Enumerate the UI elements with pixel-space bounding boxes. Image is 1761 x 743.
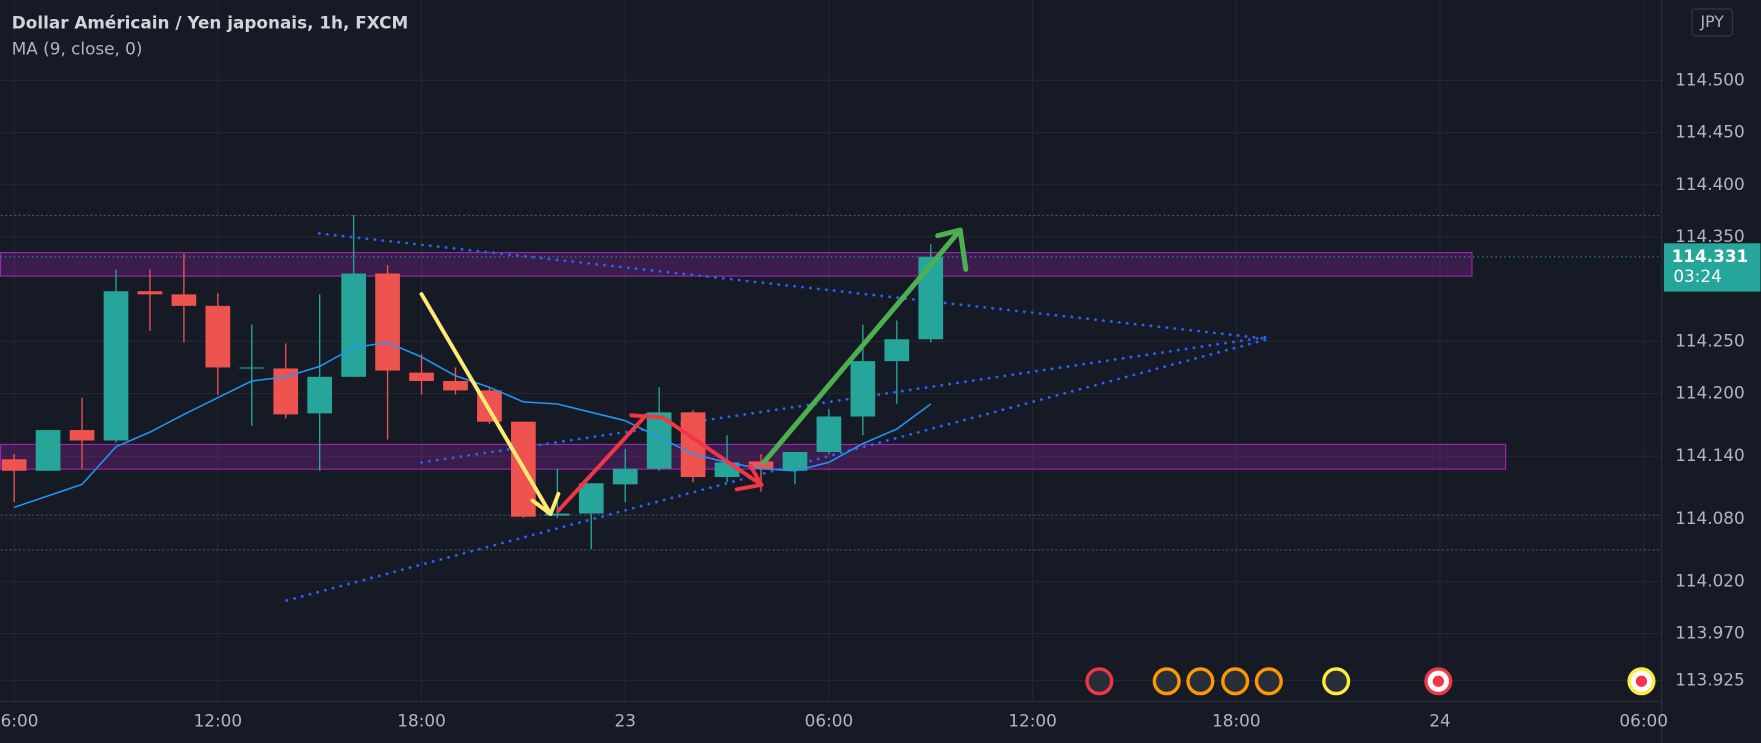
x-tick-label: 06:00: [0, 711, 38, 731]
countdown-label: 03:24: [1673, 266, 1722, 286]
candle-body: [69, 430, 95, 441]
candle-body: [137, 291, 163, 295]
candle-body: [816, 416, 842, 452]
x-tick-label: 12:00: [1008, 711, 1056, 731]
trend-line: [317, 232, 1271, 341]
candle-body: [578, 483, 604, 514]
candle-body: [35, 430, 61, 471]
candle-body: [239, 367, 265, 369]
y-tick-label: 114.250: [1675, 330, 1745, 350]
candle-body: [544, 513, 570, 516]
x-tick-label: 23: [615, 711, 636, 731]
candle-body: [273, 368, 299, 415]
candle-body: [884, 339, 910, 362]
y-tick-label: 114.020: [1675, 570, 1745, 590]
y-tick-label: 114.400: [1675, 174, 1745, 194]
indicator-legend: MA (9, close, 0): [12, 38, 143, 58]
candle-body: [748, 461, 774, 469]
event-icon: [1322, 667, 1351, 696]
y-tick-label: 114.350: [1675, 226, 1745, 246]
candle-body: [103, 291, 129, 441]
candle-body: [307, 376, 333, 414]
candle-body: [1, 459, 27, 471]
y-tick-label: 114.450: [1675, 122, 1745, 142]
candle-body: [171, 294, 197, 306]
y-tick-label: 114.500: [1675, 69, 1745, 89]
candle-body: [918, 256, 944, 340]
resistance-zone: [0, 251, 1473, 277]
x-tick-label: 18:00: [397, 711, 446, 731]
trend-line: [420, 335, 1271, 464]
yellow-arrow: [419, 292, 561, 517]
x-tick-label: 24: [1429, 711, 1450, 731]
y-tick-label: 113.970: [1675, 623, 1745, 643]
currency-label: JPY: [1699, 12, 1724, 31]
event-icon: [1152, 667, 1181, 696]
candle-body: [443, 381, 468, 391]
chart-title: Dollar Américain / Yen japonais, 1h, FXC…: [12, 13, 408, 33]
current-price-label: 114.331: [1672, 246, 1749, 266]
y-tick-label: 113.925: [1675, 670, 1745, 690]
current-price-badge: [1663, 243, 1761, 292]
candle-body: [782, 451, 808, 471]
red-arrow: [556, 413, 764, 513]
candle-body: [409, 372, 434, 382]
candle-body: [341, 273, 366, 377]
event-icon: [1186, 667, 1215, 696]
y-tick-label: 114.080: [1675, 508, 1745, 528]
candle-body: [850, 361, 876, 417]
y-tick-label: 114.200: [1675, 383, 1745, 403]
event-icon: [1085, 667, 1114, 696]
candle-body: [375, 273, 400, 371]
x-tick-label: 18:00: [1212, 711, 1261, 731]
event-icon: [1254, 667, 1283, 696]
arrows: [419, 227, 969, 517]
event-dot: [1635, 675, 1648, 687]
event-icon: [1221, 667, 1250, 696]
currency-box[interactable]: [1691, 8, 1733, 37]
event-dot: [1432, 675, 1444, 687]
candle-body: [612, 468, 638, 485]
x-tick-label: 06:00: [805, 711, 854, 731]
x-tick-label: 12:00: [194, 711, 243, 731]
candle-body: [205, 305, 231, 368]
events: [1085, 667, 1656, 696]
y-tick-label: 114.140: [1675, 445, 1745, 465]
x-tick-label: 06:00: [1619, 711, 1668, 731]
green-arrow: [761, 227, 969, 465]
